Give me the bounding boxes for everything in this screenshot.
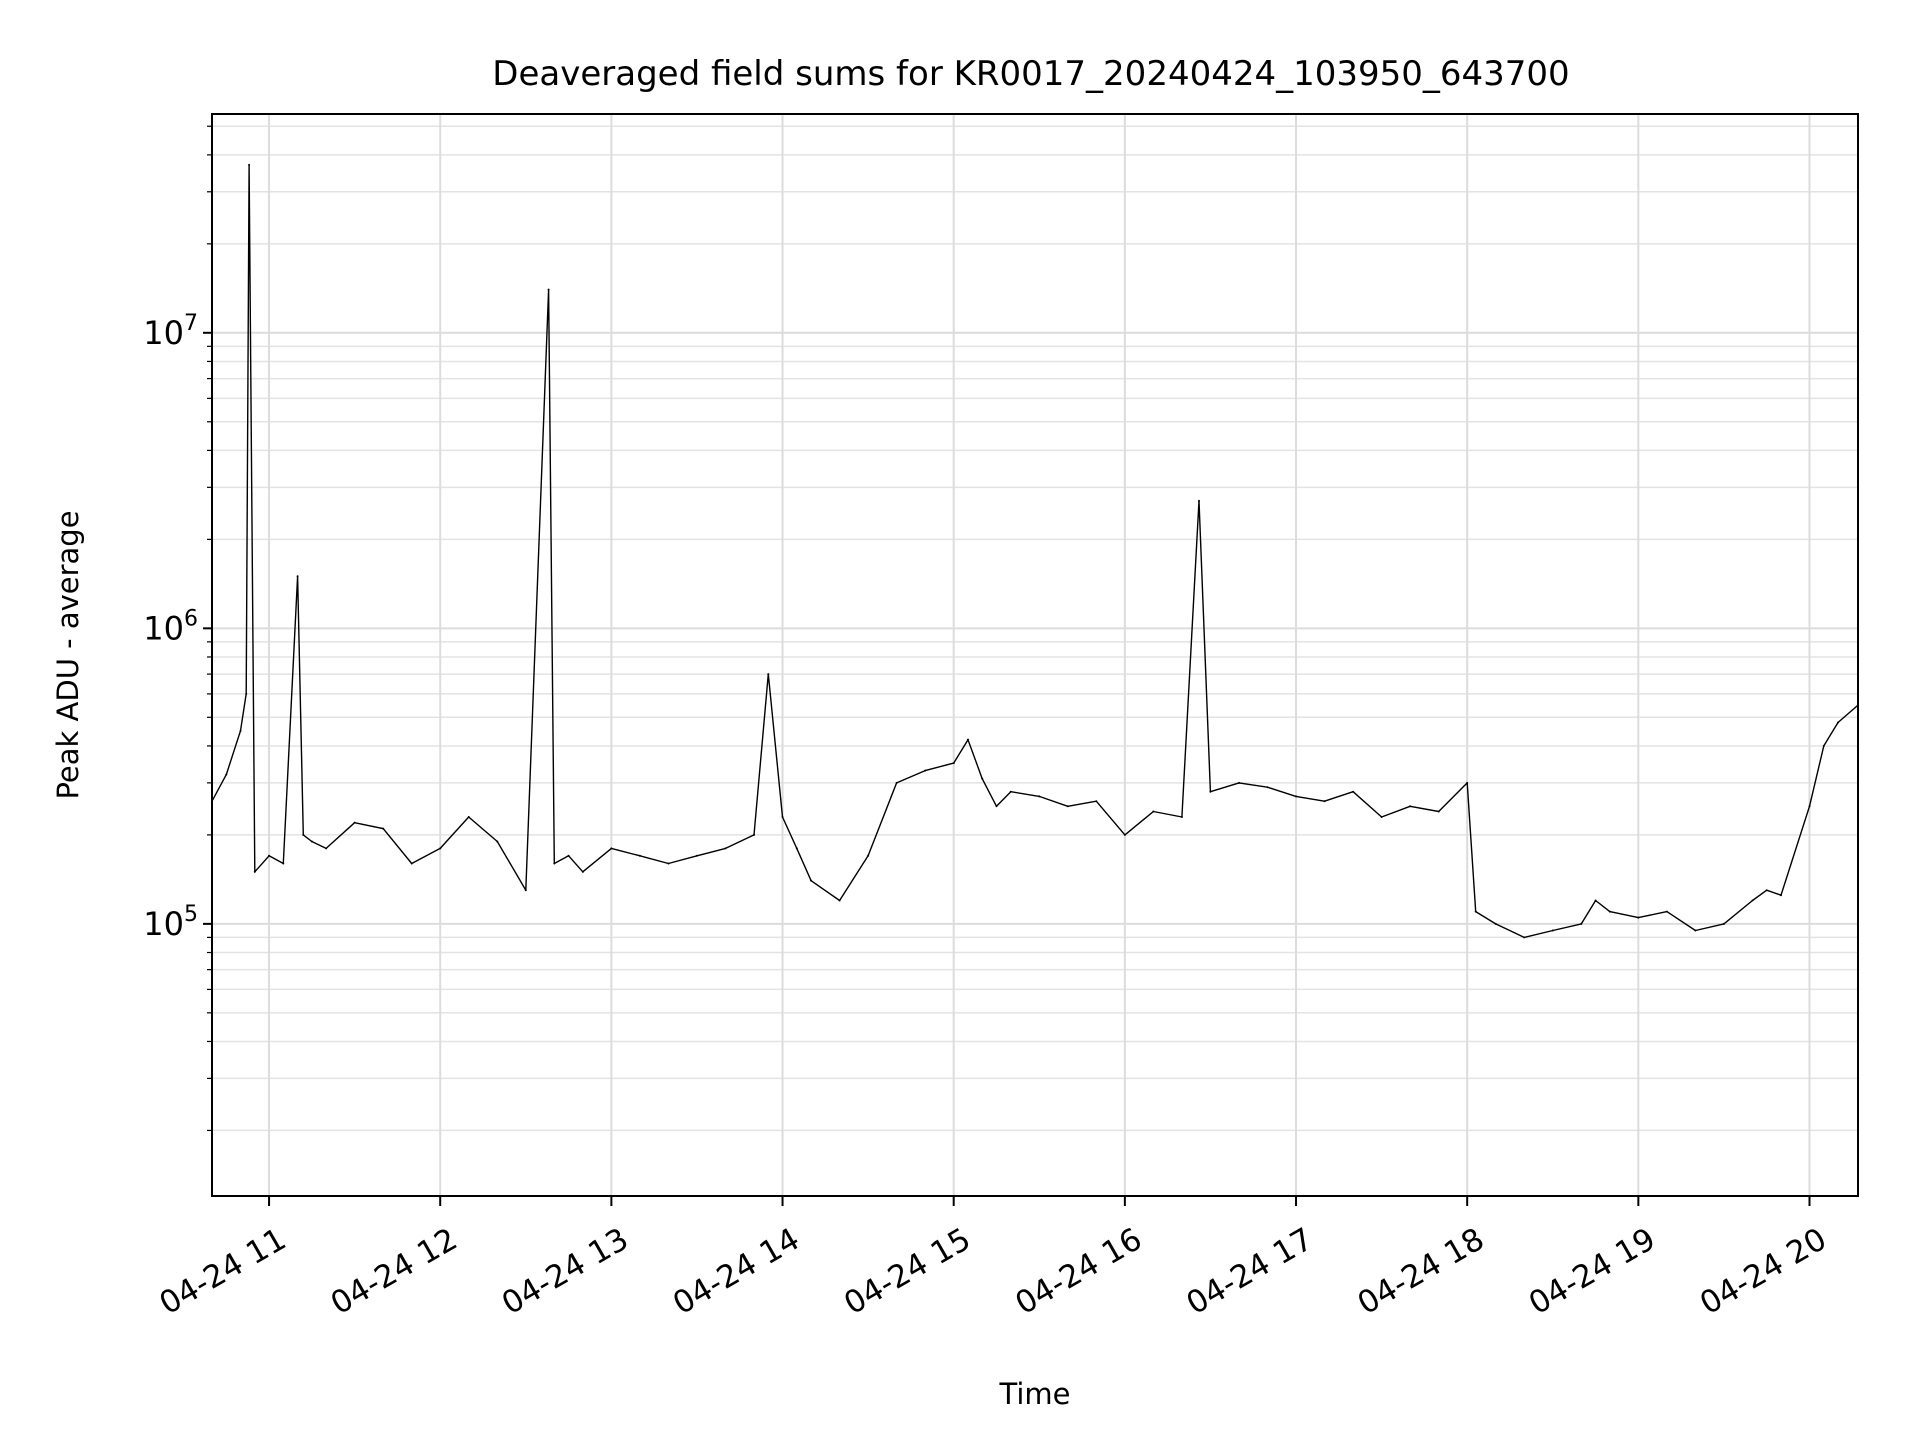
data-point — [1266, 786, 1269, 789]
data-point — [467, 815, 470, 818]
y-tick-label: 107 — [143, 311, 198, 352]
data-point — [1352, 790, 1355, 793]
data-point — [1494, 922, 1497, 925]
data-point — [282, 862, 285, 865]
data-point — [1437, 810, 1440, 813]
y-axis-label: Peak ADU - average — [51, 510, 85, 799]
y-tick-label: 105 — [143, 902, 198, 943]
data-point — [1580, 922, 1583, 925]
data-point — [1551, 929, 1554, 932]
data-point — [310, 840, 313, 843]
data-point — [382, 827, 385, 830]
data-point — [239, 729, 242, 732]
data-point — [610, 847, 613, 850]
data-point — [524, 889, 527, 892]
data-point — [1152, 810, 1155, 813]
data-series-layer — [211, 163, 1859, 939]
data-point — [753, 833, 756, 836]
data-point — [581, 870, 584, 873]
data-point — [410, 862, 413, 865]
data-point — [1523, 936, 1526, 939]
data-point — [1608, 910, 1611, 913]
data-point — [1038, 795, 1041, 798]
data-point — [1779, 894, 1782, 897]
data-point — [724, 847, 727, 850]
grid — [212, 114, 1858, 1196]
data-point — [1822, 744, 1825, 747]
data-point — [268, 854, 271, 857]
data-point — [1808, 805, 1811, 808]
y-axis-ticks: 105 106 107 — [143, 125, 212, 1132]
data-point — [1722, 922, 1725, 925]
data-point — [553, 862, 556, 865]
data-point — [547, 288, 550, 291]
data-point — [1466, 781, 1469, 784]
data-point — [1409, 805, 1412, 808]
data-point — [895, 781, 898, 784]
data-point — [781, 815, 784, 818]
data-point — [667, 862, 670, 865]
data-point — [1095, 800, 1098, 803]
data-point — [1180, 815, 1183, 818]
data-point — [952, 762, 955, 765]
y-tick-label: 106 — [143, 606, 198, 647]
data-point — [767, 673, 770, 676]
data-point — [867, 854, 870, 857]
data-point — [1594, 899, 1597, 902]
data-point — [1198, 499, 1201, 502]
data-point — [638, 854, 641, 857]
plot-frame — [211, 113, 1859, 1197]
data-point — [1665, 910, 1668, 913]
data-point — [995, 805, 998, 808]
data-point — [496, 840, 499, 843]
data-point — [838, 899, 841, 902]
data-point — [795, 847, 798, 850]
data-point — [1009, 790, 1012, 793]
data-point — [1066, 805, 1069, 808]
data-point — [924, 769, 927, 772]
data-point — [245, 692, 248, 695]
data-point — [1751, 899, 1754, 902]
data-point — [981, 777, 984, 780]
data-point — [1209, 790, 1212, 793]
data-point — [1237, 781, 1240, 784]
data-point — [248, 163, 251, 166]
data-point — [225, 773, 228, 776]
data-point — [325, 847, 328, 850]
data-point — [966, 738, 969, 741]
data-point — [695, 854, 698, 857]
data-point — [1323, 800, 1326, 803]
data-point — [1123, 833, 1126, 836]
data-point — [296, 575, 299, 578]
data-point — [353, 821, 356, 824]
data-point — [1837, 721, 1840, 724]
data-point — [1295, 795, 1298, 798]
chart-title: Deaveraged field sums for KR0017_2024042… — [492, 54, 1569, 94]
data-point — [1694, 929, 1697, 932]
data-point — [567, 854, 570, 857]
data-point — [810, 879, 813, 882]
data-point — [1637, 916, 1640, 919]
data-point — [1474, 910, 1477, 913]
x-axis-label: Time — [999, 1377, 1071, 1411]
data-point — [302, 833, 305, 836]
data-point — [253, 870, 256, 873]
data-point — [439, 847, 442, 850]
data-point — [1765, 889, 1768, 892]
data-point — [1380, 815, 1383, 818]
